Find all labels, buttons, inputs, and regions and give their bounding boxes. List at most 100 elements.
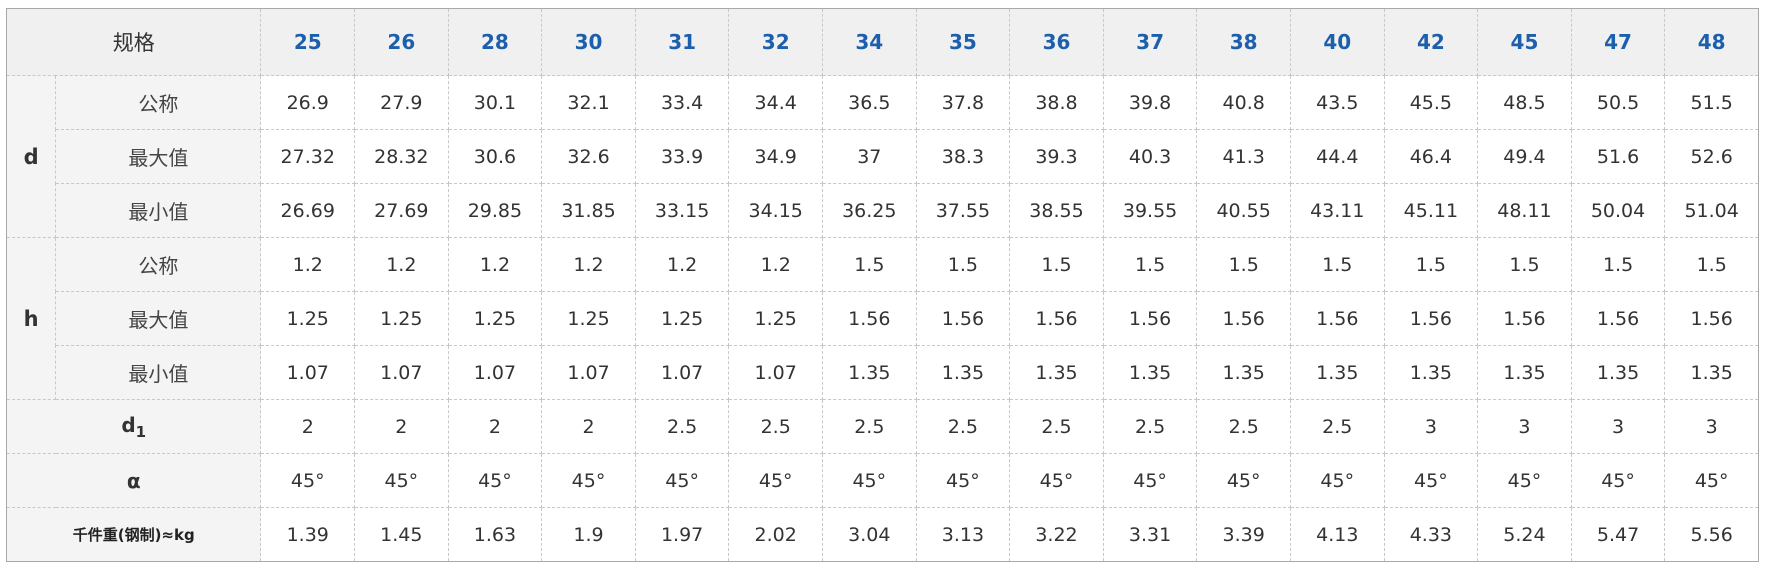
table-cell: 38.8 (1009, 75, 1104, 130)
table-cell: 28.32 (354, 129, 449, 184)
size-header: 35 (915, 8, 1011, 76)
table-cell: 1.25 (354, 291, 449, 346)
table-cell: 5.47 (1570, 507, 1666, 562)
table-cell: 1.5 (1009, 237, 1104, 292)
spec-header-label: 规格 (5, 8, 262, 76)
table-row-weight: 千件重(钢制)≈kg 1.39 1.45 1.63 1.9 1.97 2.02 … (5, 507, 1759, 562)
d1-label-subscript: 1 (135, 422, 147, 441)
table-cell: 1.5 (1570, 237, 1666, 292)
size-header: 26 (354, 8, 449, 76)
table-cell: 1.35 (1383, 345, 1479, 400)
table-cell: 46.4 (1383, 129, 1479, 184)
table-cell: 49.4 (1477, 129, 1572, 184)
size-header: 45 (1477, 8, 1572, 76)
table-cell: 41.3 (1196, 129, 1291, 184)
table-cell: 1.56 (1383, 291, 1479, 346)
table-cell: 1.97 (634, 507, 730, 562)
table-cell: 40.3 (1102, 129, 1198, 184)
table-cell: 45° (915, 453, 1011, 508)
size-header: 40 (1289, 8, 1385, 76)
table-cell: 34.15 (728, 183, 823, 238)
table-cell: 51.04 (1664, 183, 1759, 238)
table-cell: 37.55 (915, 183, 1011, 238)
table-cell: 3 (1477, 399, 1572, 454)
table-cell: 29.85 (447, 183, 543, 238)
table-cell: 1.35 (1664, 345, 1759, 400)
table-row-h-nominal: h 公称 1.2 1.2 1.2 1.2 1.2 1.2 1.5 1.5 1.5… (5, 237, 1759, 400)
table-cell: 1.56 (1570, 291, 1666, 346)
table-cell: 1.25 (728, 291, 823, 346)
table-cell: 45° (1570, 453, 1666, 508)
table-cell: 2.5 (728, 399, 823, 454)
d1-label-base: d (121, 412, 136, 437)
table-cell: 38.55 (1009, 183, 1104, 238)
table-cell: 1.56 (1477, 291, 1572, 346)
table-cell: 45° (1102, 453, 1198, 508)
table-cell: 1.25 (260, 291, 356, 346)
table-cell: 2.5 (634, 399, 730, 454)
table-cell: 31.85 (541, 183, 636, 238)
table-cell: 33.9 (634, 129, 730, 184)
table-cell: 1.56 (1196, 291, 1291, 346)
table-cell: 3 (1664, 399, 1759, 454)
table-cell: 39.8 (1102, 75, 1198, 130)
table-cell: 45.11 (1383, 183, 1479, 238)
table-cell: 3.04 (822, 507, 917, 562)
size-header: 38 (1196, 8, 1291, 76)
table-cell: 2.5 (1009, 399, 1104, 454)
table-cell: 1.39 (260, 507, 356, 562)
table-cell: 2 (541, 399, 636, 454)
row-label-min: 最小值 (55, 183, 262, 238)
size-header: 25 (260, 8, 356, 76)
header-row: 规格 25 26 28 30 31 32 34 35 36 37 38 40 4… (5, 8, 1759, 76)
row-label-nominal: 公称 (55, 75, 262, 130)
table-cell: 36.25 (822, 183, 917, 238)
table-cell: 39.55 (1102, 183, 1198, 238)
table-cell: 2 (354, 399, 449, 454)
table-row-h-max: 最大值 1.25 1.25 1.25 1.25 1.25 1.25 1.56 1… (7, 291, 1759, 346)
table-cell: 36.5 (822, 75, 917, 130)
table-cell: 1.2 (260, 237, 356, 292)
table-cell: 1.56 (822, 291, 917, 346)
table-cell: 1.45 (354, 507, 449, 562)
table-cell: 50.04 (1570, 183, 1666, 238)
size-header: 34 (822, 8, 917, 76)
table-cell: 1.2 (634, 237, 730, 292)
table-cell: 26.69 (260, 183, 356, 238)
table-cell: 1.35 (1289, 345, 1385, 400)
table-cell: 1.07 (728, 345, 823, 400)
size-header: 36 (1009, 8, 1104, 76)
table-cell: 4.13 (1289, 507, 1385, 562)
table-cell: 1.5 (1289, 237, 1385, 292)
param-d-label: d (5, 75, 57, 238)
table-cell: 48.11 (1477, 183, 1572, 238)
table-cell: 45° (822, 453, 917, 508)
table-cell: 1.5 (822, 237, 917, 292)
table-row-d-max: 最大值 27.32 28.32 30.6 32.6 33.9 34.9 37 3… (7, 129, 1759, 184)
table-cell: 45° (260, 453, 356, 508)
table-cell: 45° (1009, 453, 1104, 508)
table-cell: 1.35 (915, 345, 1011, 400)
table-cell: 1.25 (447, 291, 543, 346)
table-cell: 1.9 (541, 507, 636, 562)
row-label-min: 最小值 (55, 345, 262, 400)
table-cell: 33.15 (634, 183, 730, 238)
table-cell: 1.5 (915, 237, 1011, 292)
table-cell: 33.4 (634, 75, 730, 130)
param-alpha-label: α (5, 453, 262, 508)
param-weight-label: 千件重(钢制)≈kg (5, 507, 262, 562)
table-cell: 44.4 (1289, 129, 1385, 184)
table-cell: 32.6 (541, 129, 636, 184)
size-header: 47 (1570, 8, 1666, 76)
table-cell: 45° (1477, 453, 1572, 508)
table-cell: 45° (1289, 453, 1385, 508)
table-cell: 45° (354, 453, 449, 508)
table-cell: 1.5 (1102, 237, 1198, 292)
table-cell: 1.07 (541, 345, 636, 400)
table-cell: 27.69 (354, 183, 449, 238)
table-cell: 34.9 (728, 129, 823, 184)
table-row-h-min: 最小值 1.07 1.07 1.07 1.07 1.07 1.07 1.35 1… (7, 345, 1759, 400)
table-cell: 45° (1383, 453, 1479, 508)
table-cell: 43.11 (1289, 183, 1385, 238)
table-cell: 30.6 (447, 129, 543, 184)
